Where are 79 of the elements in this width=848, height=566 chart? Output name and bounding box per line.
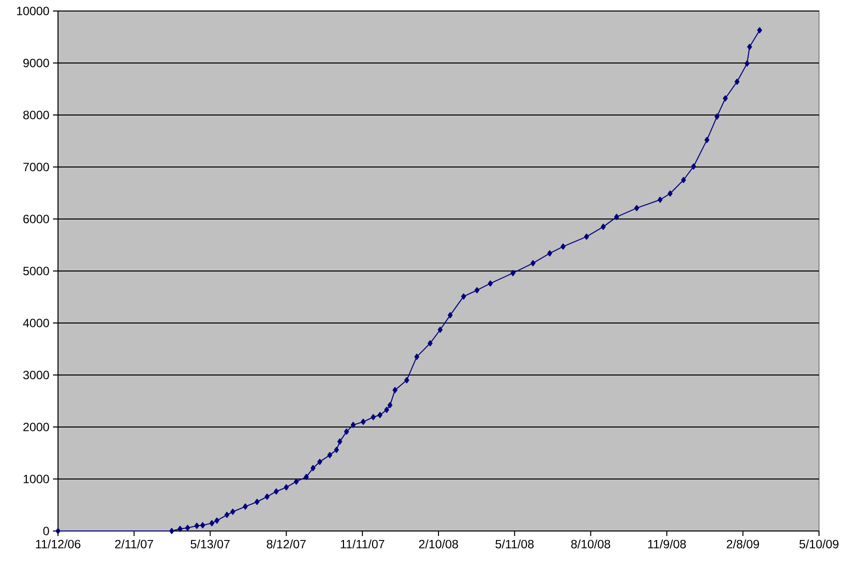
point (360, 418, 366, 425)
point (230, 508, 236, 515)
point (614, 214, 620, 220)
point (327, 452, 332, 458)
y-tick-label: 1000 (24, 474, 50, 484)
point (178, 526, 183, 532)
point (334, 446, 339, 453)
x-tick-label: 2/8/09 (726, 540, 760, 548)
point (734, 78, 740, 85)
point (404, 377, 410, 384)
point (370, 414, 376, 420)
point (547, 250, 552, 256)
point (722, 95, 728, 102)
point (392, 386, 398, 394)
point (681, 176, 686, 184)
point (668, 190, 673, 197)
point (185, 524, 190, 531)
y-tick-label: 9000 (23, 58, 50, 68)
y-tick-label: 2000 (23, 422, 50, 432)
point (317, 458, 322, 465)
point (337, 438, 342, 445)
point (224, 512, 230, 518)
point (474, 287, 480, 294)
point (634, 204, 640, 212)
x-tick-label: 5/10/09 (799, 540, 838, 548)
y-tick-label: 5000 (23, 266, 50, 276)
x-tick-label: 2/11/07 (115, 540, 154, 548)
point (242, 503, 248, 510)
point (344, 428, 349, 435)
x-tick-label: 11/9/08 (648, 540, 686, 548)
point (448, 312, 453, 318)
y-tick-label: 10000 (17, 6, 49, 16)
point (209, 520, 214, 526)
y-tick-label: 0 (43, 526, 50, 536)
y-tick-label: 6000 (23, 214, 50, 224)
x-tick-label: 8/12/07 (266, 540, 306, 548)
point (747, 44, 752, 50)
y-tick-label: 4000 (23, 318, 50, 328)
point (658, 196, 663, 203)
point (414, 354, 420, 360)
point (310, 464, 316, 472)
point (428, 340, 433, 346)
point (384, 406, 390, 413)
point (56, 528, 60, 534)
point (510, 270, 516, 276)
point (264, 494, 270, 500)
point (294, 478, 299, 485)
point (560, 243, 566, 250)
point (274, 488, 279, 495)
point (254, 498, 260, 505)
point (744, 60, 750, 67)
x-tick-label: 11/12/06 (36, 540, 80, 548)
point (757, 27, 762, 34)
point (600, 224, 606, 230)
point (350, 422, 356, 428)
point (388, 402, 392, 408)
point (704, 136, 710, 144)
y-tick-label: 3000 (23, 370, 50, 380)
point (691, 163, 696, 170)
point (438, 326, 443, 333)
point (214, 518, 220, 524)
y-tick-label: 8000 (23, 110, 50, 120)
point (530, 260, 536, 266)
y-tick-label: 7000 (23, 162, 50, 172)
point (378, 412, 382, 418)
point (304, 474, 309, 480)
point (169, 528, 174, 534)
x-tick-label: 8/10/08 (571, 540, 610, 548)
x-tick-label: 2/10/08 (419, 540, 458, 548)
point (488, 280, 493, 287)
point (584, 234, 589, 240)
point (284, 484, 289, 490)
x-tick-label: 5/13/07 (190, 540, 230, 548)
point (200, 522, 206, 528)
point (461, 293, 466, 300)
point (194, 522, 200, 529)
x-tick-label: 5/11/08 (496, 540, 534, 548)
point (714, 113, 720, 120)
x-tick-label: 11/11/07 (340, 540, 384, 548)
